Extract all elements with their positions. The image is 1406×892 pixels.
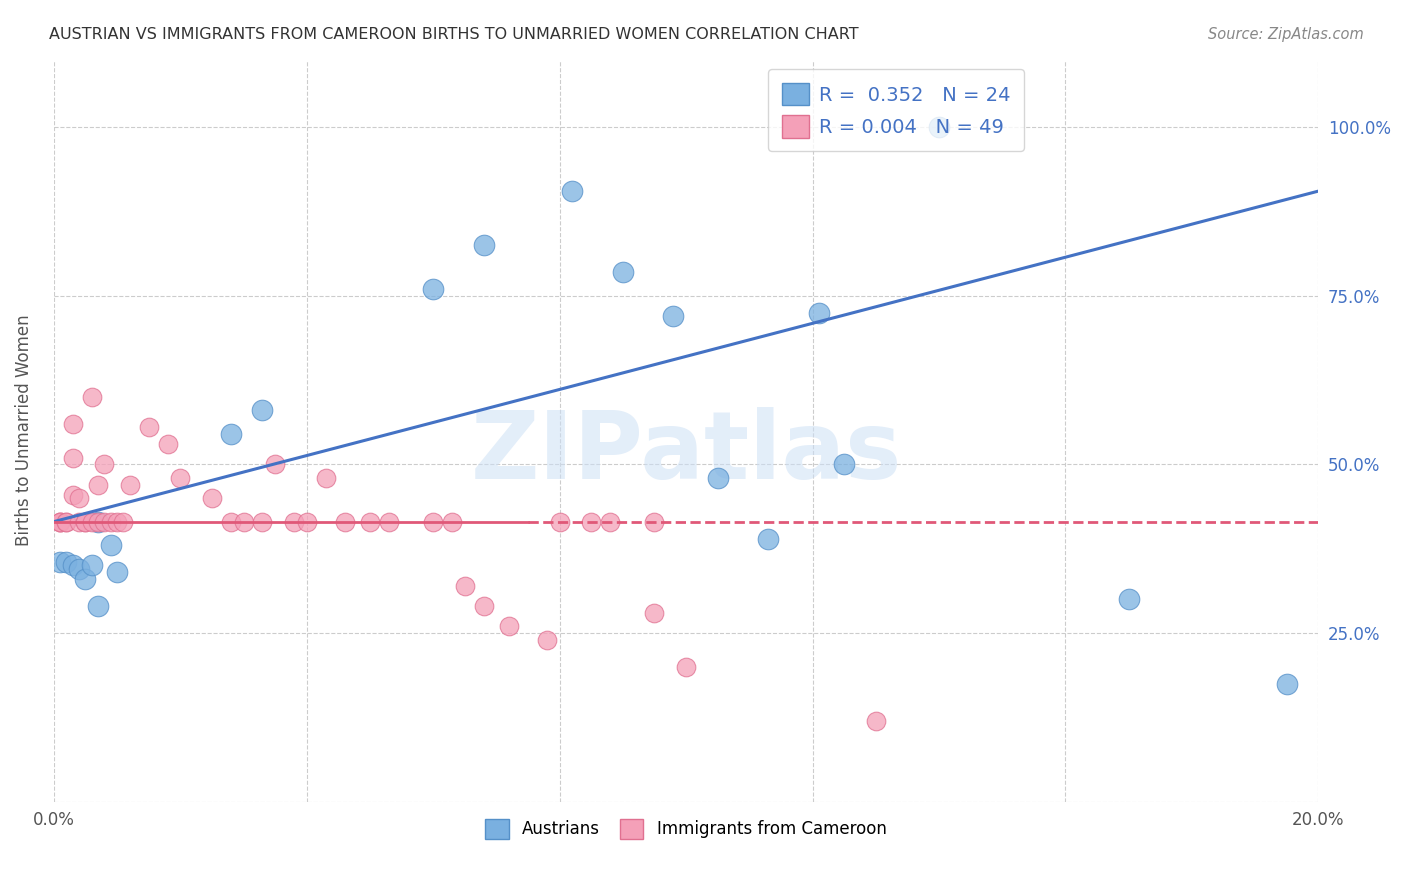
Point xyxy=(49,515,72,529)
Point xyxy=(55,555,77,569)
Point xyxy=(55,515,77,529)
Point xyxy=(283,515,305,529)
Point xyxy=(62,417,84,431)
Point xyxy=(219,515,242,529)
Point xyxy=(612,265,634,279)
Point xyxy=(865,714,887,728)
Point xyxy=(112,515,135,529)
Point xyxy=(472,599,495,613)
Point xyxy=(62,488,84,502)
Point xyxy=(536,632,558,647)
Point xyxy=(441,515,464,529)
Point xyxy=(1275,676,1298,690)
Point xyxy=(498,619,520,633)
Point xyxy=(93,515,115,529)
Point xyxy=(548,515,571,529)
Point xyxy=(87,515,110,529)
Point xyxy=(662,309,685,323)
Point xyxy=(252,515,274,529)
Point xyxy=(138,420,160,434)
Point xyxy=(80,558,103,573)
Point xyxy=(93,458,115,472)
Point xyxy=(315,471,337,485)
Text: ZIPatlas: ZIPatlas xyxy=(471,407,901,499)
Point xyxy=(359,515,381,529)
Point xyxy=(75,515,97,529)
Point xyxy=(62,558,84,573)
Point xyxy=(67,491,90,505)
Point xyxy=(156,437,179,451)
Point xyxy=(832,458,855,472)
Point xyxy=(49,555,72,569)
Point xyxy=(67,562,90,576)
Point xyxy=(706,471,728,485)
Point xyxy=(378,515,401,529)
Point xyxy=(264,458,287,472)
Point xyxy=(807,305,830,319)
Point xyxy=(643,515,665,529)
Legend: Austrians, Immigrants from Cameroon: Austrians, Immigrants from Cameroon xyxy=(479,813,893,846)
Point xyxy=(105,566,128,580)
Point xyxy=(87,477,110,491)
Point xyxy=(100,515,122,529)
Point xyxy=(49,515,72,529)
Point xyxy=(232,515,254,529)
Point xyxy=(1118,592,1140,607)
Point xyxy=(105,515,128,529)
Point xyxy=(201,491,224,505)
Point xyxy=(219,427,242,442)
Point xyxy=(643,606,665,620)
Point xyxy=(561,184,583,198)
Point xyxy=(62,450,84,465)
Point xyxy=(422,515,444,529)
Point xyxy=(333,515,356,529)
Point xyxy=(252,403,274,417)
Point xyxy=(422,282,444,296)
Point xyxy=(928,120,950,134)
Point xyxy=(118,477,141,491)
Y-axis label: Births to Unmarried Women: Births to Unmarried Women xyxy=(15,315,32,547)
Point xyxy=(87,599,110,613)
Point xyxy=(87,515,110,529)
Point xyxy=(579,515,602,529)
Point xyxy=(75,515,97,529)
Text: Source: ZipAtlas.com: Source: ZipAtlas.com xyxy=(1208,27,1364,42)
Point xyxy=(80,515,103,529)
Point xyxy=(55,515,77,529)
Point xyxy=(295,515,318,529)
Point xyxy=(472,238,495,252)
Point xyxy=(80,390,103,404)
Text: AUSTRIAN VS IMMIGRANTS FROM CAMEROON BIRTHS TO UNMARRIED WOMEN CORRELATION CHART: AUSTRIAN VS IMMIGRANTS FROM CAMEROON BIR… xyxy=(49,27,859,42)
Point xyxy=(675,659,697,673)
Point xyxy=(169,471,191,485)
Point xyxy=(75,572,97,586)
Point xyxy=(756,532,779,546)
Point xyxy=(100,538,122,552)
Point xyxy=(599,515,621,529)
Point xyxy=(67,515,90,529)
Point xyxy=(49,515,72,529)
Point xyxy=(454,579,477,593)
